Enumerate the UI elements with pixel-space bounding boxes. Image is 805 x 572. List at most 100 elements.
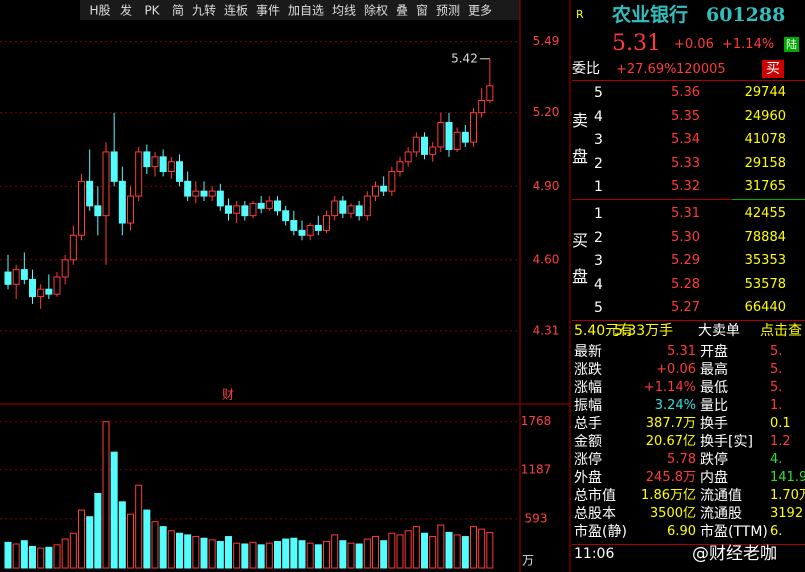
big-order: 大卖单 — [698, 323, 740, 339]
toolbar-button[interactable]: 均线 — [332, 4, 356, 18]
chart: H股发 PK 简九转 连板 事件 加自选 均线 除权叠窗预测 更多 5.49 5.20 4.90 4.6… — [0, 0, 571, 572]
big-order: 5.33万手 — [614, 323, 674, 339]
side-label: 买 — [572, 231, 589, 250]
candle-body — [453, 131, 461, 150]
toolbar-button[interactable]: 连板 — [224, 3, 248, 18]
buy-button[interactable]: 买 — [762, 60, 784, 78]
candle-body — [45, 288, 53, 295]
book-level: 1 — [594, 179, 603, 195]
stat-value: 6. — [770, 524, 783, 539]
stock-code: 601288 — [706, 4, 786, 26]
side-label: 卖 — [572, 111, 589, 130]
toolbar-button[interactable]: 九转 — [192, 3, 216, 18]
volume-bar — [20, 540, 28, 569]
big-order[interactable]: 点击查 — [760, 323, 802, 339]
book-volume: 35353 — [744, 253, 786, 268]
toolbar-button[interactable]: 预测 — [436, 4, 460, 18]
divider — [572, 544, 805, 545]
volume-bar — [355, 543, 363, 569]
toolbar-button[interactable]: 更多 — [468, 4, 492, 18]
book-level: 5 — [594, 300, 603, 316]
candle-body — [404, 151, 412, 163]
volume-bar — [314, 544, 322, 569]
stat-label: 涨跌 — [574, 362, 602, 378]
candle-body — [445, 122, 453, 150]
volume-bar — [241, 543, 249, 569]
volume-bar — [86, 516, 94, 569]
volume-bar — [437, 524, 445, 569]
volume-bar — [37, 547, 45, 569]
toolbar-button[interactable]: 除权 — [364, 3, 388, 18]
toolbar-button[interactable]: 加自选 — [288, 4, 324, 18]
book-price: 5.30 — [671, 229, 700, 245]
stat-value: 6.90 — [667, 524, 696, 539]
candle-body — [412, 136, 420, 153]
volume-bar — [429, 536, 437, 569]
change-pct: +1.14% — [722, 37, 775, 52]
stat-label: 最高 — [700, 362, 728, 378]
stat-value: 0.1 — [770, 416, 791, 431]
volume-bar — [167, 530, 175, 569]
candle-body — [470, 112, 477, 143]
candle-body — [388, 171, 396, 192]
candle-body — [355, 205, 363, 217]
volume-bar — [380, 540, 388, 569]
stat-value: 1.86万亿 — [641, 488, 696, 503]
volume-bar — [4, 541, 12, 569]
volume-bar — [208, 539, 216, 569]
candle-body — [298, 229, 306, 236]
toolbar-button[interactable]: 简 — [172, 4, 184, 18]
toolbar-button[interactable]: 事件 — [256, 4, 280, 18]
toolbar-button[interactable]: PK — [144, 4, 160, 18]
candle-body — [12, 269, 20, 285]
candle-body — [290, 220, 298, 231]
candle-body — [159, 156, 167, 173]
volume-bar — [421, 532, 428, 569]
candle-body — [135, 151, 143, 197]
volume-bar — [388, 532, 396, 569]
book-price: 5.28 — [671, 276, 700, 292]
candle-body — [200, 190, 208, 197]
tag: 陆 — [784, 37, 799, 52]
event-marker: 财 — [222, 388, 234, 402]
stat-value: 387.7万 — [645, 416, 696, 431]
candle-body — [372, 185, 379, 197]
book-level: 3 — [594, 253, 603, 269]
stat-label: 总股本 — [574, 506, 616, 522]
candle-body — [339, 200, 347, 214]
volume-unit: 万 — [522, 554, 534, 568]
stat-value: 1.70万 — [770, 488, 805, 503]
y-tick-label: 4.60 — [533, 252, 560, 266]
volume-bar — [290, 537, 298, 569]
stat-value: +1.14% — [643, 380, 696, 395]
candle-body — [208, 190, 216, 197]
stat-label: 涨停 — [574, 452, 602, 468]
quote-panel: R 农业银行 601288 5.31 +0.06 +1.14% 陆委比 +27.69% 1200… — [572, 0, 805, 572]
toolbar-button[interactable]: 窗 — [416, 4, 428, 18]
stat-value: 141.9 — [770, 470, 805, 485]
book-level: 2 — [594, 155, 603, 172]
side-label: 盘 — [572, 147, 589, 166]
candle-body — [429, 146, 437, 155]
stat-label: 流通股 — [700, 506, 742, 522]
toolbar-button[interactable]: 叠 — [396, 4, 408, 18]
toolbar-button[interactable]: 发 — [120, 3, 132, 18]
candle-body — [94, 205, 102, 217]
candle-body — [380, 185, 388, 192]
toolbar-button[interactable]: H股 — [89, 4, 110, 18]
stat-label: 最新 — [574, 344, 602, 360]
stat-value: 245.8万 — [645, 470, 696, 485]
candle-body — [461, 131, 469, 143]
volume-bar — [45, 546, 53, 569]
volume-bar — [486, 531, 494, 569]
stat-label: 金额 — [574, 434, 602, 450]
book-volume: 78884 — [744, 229, 786, 245]
book-volume: 42455 — [744, 206, 786, 221]
candle-body — [437, 122, 445, 148]
candle-body — [314, 224, 322, 231]
candle-body — [347, 205, 355, 214]
volume-bar — [184, 534, 192, 569]
stat-label: 最低 — [700, 380, 728, 396]
candle-body — [86, 180, 94, 207]
volume-bar — [404, 530, 412, 569]
